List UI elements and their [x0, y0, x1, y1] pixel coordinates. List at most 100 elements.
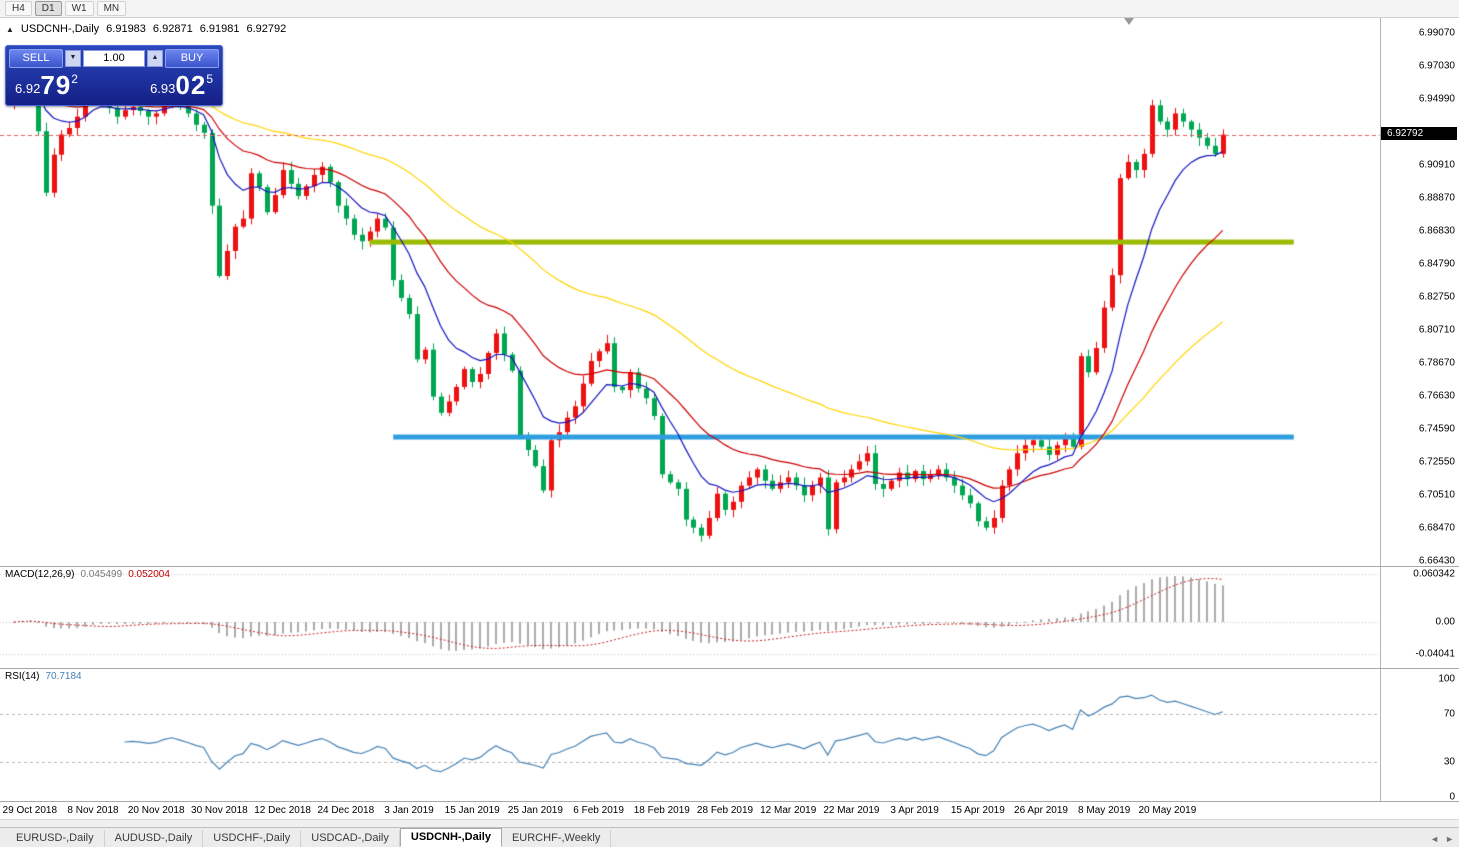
macd-title: MACD(12,26,9) — [5, 569, 75, 580]
macd-axis-label: -0.04041 — [1415, 648, 1455, 660]
rsi-pane[interactable]: RSI(14) 70.7184 100 70 30 0 — [0, 668, 1459, 801]
buy-price-pips: 02 — [175, 70, 207, 100]
ohlc-close: 6.92792 — [246, 23, 287, 35]
rsi-axis-label: 70 — [1443, 708, 1455, 720]
sell-price-point: 2 — [71, 72, 78, 86]
price-chart-canvas[interactable] — [0, 18, 1380, 566]
rsi-title: RSI(14) — [5, 671, 40, 682]
price-axis-label: 6.90910 — [1418, 159, 1455, 171]
volume-decrease-button[interactable]: ▼ — [65, 50, 81, 67]
price-axis-label: 6.76630 — [1418, 390, 1455, 402]
date-label: 20 May 2019 — [1138, 805, 1197, 816]
price-axis-label: 6.80710 — [1418, 324, 1455, 336]
one-click-trading-panel: SELL ▼ 1.00 ▲ BUY 6.92 79 2 6.93 02 5 — [5, 45, 223, 106]
macd-axis-label: 0.060342 — [1413, 568, 1455, 580]
price-axis-label: 6.66430 — [1418, 555, 1455, 567]
price-axis-label: 6.97030 — [1418, 60, 1455, 72]
timeframe-button-w1[interactable]: W1 — [64, 1, 94, 16]
date-label: 15 Apr 2019 — [950, 805, 1005, 816]
price-axis-label: 6.78670 — [1418, 357, 1455, 369]
macd-signal-value: 0.052004 — [128, 569, 170, 580]
date-label: 15 Jan 2019 — [444, 805, 500, 816]
date-label: 12 Dec 2018 — [254, 805, 311, 816]
macd-main-value: 0.045499 — [80, 569, 123, 580]
chart-tab-eurusd-daily[interactable]: EURUSD-,Daily — [6, 830, 105, 847]
date-label: 26 Apr 2019 — [1014, 805, 1068, 816]
chart-tab-bar: EURUSD-,Daily AUDUSD-,Daily USDCHF-,Daily U… — [0, 827, 1459, 847]
date-label: 6 Feb 2019 — [573, 805, 624, 816]
price-axis-separator — [1380, 18, 1381, 566]
date-label: 20 Nov 2018 — [127, 805, 185, 816]
ohlc-low: 6.91981 — [199, 23, 240, 35]
status-strip — [0, 819, 1459, 827]
rsi-axis-separator — [1380, 669, 1381, 801]
macd-canvas[interactable] — [0, 567, 1380, 668]
date-label: 3 Apr 2019 — [890, 805, 939, 816]
price-axis-label: 6.94990 — [1418, 93, 1455, 105]
chart-tab-audusd-daily[interactable]: AUDUSD-,Daily — [105, 830, 204, 847]
buy-price-base: 6.93 — [150, 81, 176, 96]
chart-tab-eurchf-weekly[interactable]: EURCHF-,Weekly — [502, 830, 612, 847]
date-label: 8 May 2019 — [1078, 805, 1131, 816]
sell-price-display[interactable]: 6.92 79 2 — [15, 70, 78, 100]
sell-price-pips: 79 — [40, 70, 72, 100]
date-axis[interactable]: 29 Oct 2018 8 Nov 2018 20 Nov 2018 30 Nov 2… — [0, 801, 1459, 819]
timeframe-button-h4[interactable]: H4 — [5, 1, 32, 16]
chart-tab-usdcad-daily[interactable]: USDCAD-,Daily — [301, 830, 400, 847]
price-axis-label: 6.74590 — [1418, 423, 1455, 435]
rsi-axis-label: 30 — [1443, 756, 1455, 768]
rsi-canvas[interactable] — [0, 669, 1380, 801]
volume-increase-button[interactable]: ▲ — [147, 50, 163, 67]
volume-input[interactable]: 1.00 — [83, 50, 145, 67]
price-axis-label: 6.70510 — [1418, 489, 1455, 501]
rsi-axis-label: 0 — [1449, 791, 1455, 802]
buy-button[interactable]: BUY — [165, 49, 219, 68]
timeframe-button-d1[interactable]: D1 — [34, 1, 62, 16]
date-label: 3 Jan 2019 — [384, 805, 434, 816]
timeframe-button-mn[interactable]: MN — [96, 1, 127, 16]
sell-button[interactable]: SELL — [9, 49, 63, 68]
macd-axis-label: 0.00 — [1435, 616, 1455, 628]
date-label: 29 Oct 2018 — [2, 805, 58, 816]
rsi-value: 70.7184 — [45, 671, 82, 682]
date-label: 8 Nov 2018 — [67, 805, 119, 816]
date-label: 30 Nov 2018 — [191, 805, 248, 816]
price-axis-label: 6.82750 — [1418, 291, 1455, 303]
tab-scroll-arrows: ◄ ► — [1430, 834, 1454, 844]
macd-pane[interactable]: MACD(12,26,9) 0.045499 0.052004 0.060342… — [0, 566, 1459, 668]
rsi-indicator-label: RSI(14) 70.7184 — [5, 671, 82, 682]
price-axis-label: 6.88870 — [1418, 192, 1455, 204]
price-axis-label: 6.68470 — [1418, 522, 1455, 534]
macd-axis-separator — [1380, 567, 1381, 668]
buy-price-point: 5 — [206, 72, 213, 86]
chart-tab-usdcnh-daily[interactable]: USDCNH-,Daily — [399, 828, 502, 847]
date-label: 28 Feb 2019 — [696, 805, 754, 816]
tab-scroll-right-icon[interactable]: ► — [1445, 834, 1454, 844]
chart-ohlc-readout: ▲ USDCNH-,Daily 6.91983 6.92871 6.91981 … — [6, 23, 286, 35]
ohlc-high: 6.92871 — [152, 23, 193, 35]
price-axis-label: 6.86830 — [1418, 225, 1455, 237]
chart-symbol-label: USDCNH-,Daily — [20, 23, 100, 35]
timeframe-toolbar: H4 D1 W1 MN — [0, 0, 1459, 18]
chart-shift-marker-icon[interactable] — [1124, 18, 1134, 25]
ohlc-open: 6.91983 — [106, 23, 146, 35]
tab-scroll-left-icon[interactable]: ◄ — [1430, 834, 1440, 844]
current-price-tag: 6.92792 — [1381, 126, 1457, 140]
date-label: 18 Feb 2019 — [633, 805, 690, 816]
sell-price-base: 6.92 — [15, 81, 41, 96]
chart-area: ▲ USDCNH-,Daily 6.91983 6.92871 6.91981 … — [0, 18, 1459, 819]
date-label: 24 Dec 2018 — [317, 805, 375, 816]
buy-price-display[interactable]: 6.93 02 5 — [150, 70, 213, 100]
date-label: 25 Jan 2019 — [507, 805, 563, 816]
chart-tab-usdchf-daily[interactable]: USDCHF-,Daily — [203, 830, 302, 847]
macd-indicator-label: MACD(12,26,9) 0.045499 0.052004 — [5, 569, 170, 580]
rsi-axis-label: 100 — [1438, 673, 1455, 685]
price-axis-label: 6.99070 — [1418, 27, 1455, 39]
date-label: 22 Mar 2019 — [823, 805, 880, 816]
collapse-chart-icon[interactable]: ▲ — [6, 24, 14, 34]
price-pane[interactable]: ▲ USDCNH-,Daily 6.91983 6.92871 6.91981 … — [0, 18, 1459, 566]
price-axis-label: 6.84790 — [1418, 258, 1455, 270]
date-label: 12 Mar 2019 — [760, 805, 817, 816]
price-axis-label: 6.72550 — [1418, 456, 1455, 468]
